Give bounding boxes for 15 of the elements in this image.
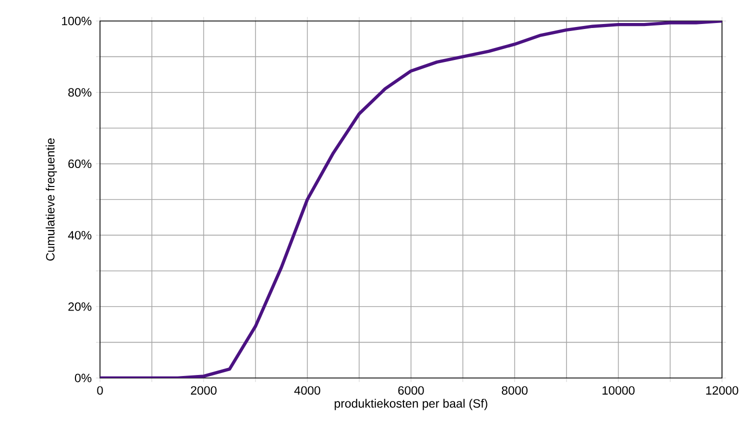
x-tick-label: 6000 (398, 386, 424, 395)
x-tick-label: 10000 (602, 386, 635, 395)
x-axis-title: produktiekosten per baal (Sf) (334, 398, 488, 410)
y-axis-title: Cumulatieve frequentie (46, 138, 57, 261)
y-tick-label: 20% (68, 302, 92, 311)
x-tick-label: 12000 (706, 386, 738, 395)
y-tick-label: 60% (68, 160, 92, 168)
y-tick-label: 0% (74, 374, 92, 382)
x-tick-label: 0 (97, 386, 103, 395)
x-tick-label: 4000 (294, 386, 320, 395)
x-tick-label: 8000 (502, 386, 528, 395)
y-tick-label: 40% (68, 230, 92, 240)
y-tick-label: 100% (62, 16, 92, 26)
y-tick-label: 80% (68, 88, 92, 97)
x-tick-label: 2000 (190, 386, 217, 395)
